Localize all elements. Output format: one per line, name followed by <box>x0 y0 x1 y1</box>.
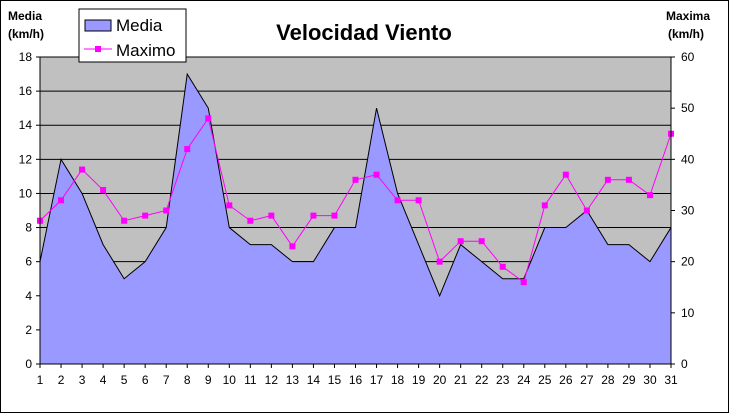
x-tick-label: 15 <box>328 373 342 387</box>
chart-title: Velocidad Viento <box>276 20 452 45</box>
maximo-point <box>457 238 464 245</box>
x-tick-label: 27 <box>580 373 594 387</box>
x-tick-label: 24 <box>517 373 531 387</box>
maximo-point <box>121 217 128 224</box>
maximo-point <box>163 207 170 214</box>
x-tick-label: 13 <box>286 373 300 387</box>
left-tick-label: 6 <box>25 255 32 269</box>
right-axis-title-line2: (km/h) <box>668 27 704 41</box>
x-tick-label: 25 <box>538 373 552 387</box>
legend-label-maximo: Maximo <box>116 41 176 60</box>
x-tick-label: 7 <box>163 373 170 387</box>
maximo-point <box>541 202 548 209</box>
x-tick-label: 21 <box>454 373 468 387</box>
right-tick-label: 40 <box>681 152 695 166</box>
x-tick-label: 4 <box>100 373 107 387</box>
left-axis-title-line1: Media <box>8 9 42 23</box>
maximo-point <box>415 197 422 204</box>
left-axis-title-line2: (km/h) <box>8 27 44 41</box>
left-tick-label: 4 <box>25 289 32 303</box>
x-tick-label: 20 <box>433 373 447 387</box>
left-tick-label: 16 <box>19 84 33 98</box>
maximo-point <box>646 192 653 199</box>
left-tick-label: 18 <box>19 50 33 64</box>
x-tick-label: 8 <box>184 373 191 387</box>
maximo-point <box>352 176 359 183</box>
maximo-point <box>226 202 233 209</box>
x-tick-label: 26 <box>559 373 573 387</box>
legend-swatch-media <box>84 19 112 32</box>
x-tick-label: 3 <box>79 373 86 387</box>
x-tick-label: 10 <box>223 373 237 387</box>
maximo-point <box>79 166 86 173</box>
legend-label-media: Media <box>116 16 163 35</box>
x-tick-label: 11 <box>244 373 257 387</box>
left-tick-label: 0 <box>25 357 32 371</box>
x-tick-label: 23 <box>496 373 510 387</box>
maximo-point <box>520 279 527 286</box>
maximo-point <box>58 197 65 204</box>
x-tick-label: 29 <box>622 373 636 387</box>
right-tick-label: 50 <box>681 101 695 115</box>
x-tick-label: 5 <box>121 373 128 387</box>
x-tick-label: 22 <box>475 373 489 387</box>
media-outline <box>39 72 672 298</box>
right-axis-title-line1: Maxima <box>666 9 710 23</box>
maximo-point <box>478 238 485 245</box>
maximo-point <box>247 217 254 224</box>
x-tick-label: 28 <box>601 373 615 387</box>
x-tick-label: 16 <box>349 373 363 387</box>
right-tick-label: 60 <box>681 50 695 64</box>
maximo-point <box>142 212 149 219</box>
legend-marker-maximo <box>95 46 101 52</box>
x-tick-label: 31 <box>664 373 678 387</box>
x-tick-label: 1 <box>37 373 44 387</box>
maximo-point <box>310 212 317 219</box>
legend: Media Maximo <box>78 8 187 63</box>
right-tick-label: 20 <box>681 255 695 269</box>
maximo-point <box>499 263 506 270</box>
x-tick-label: 30 <box>643 373 657 387</box>
x-tick-label: 18 <box>391 373 405 387</box>
legend-box <box>78 8 187 63</box>
maximo-point <box>625 176 632 183</box>
x-tick-label: 6 <box>142 373 149 387</box>
left-tick-label: 8 <box>25 221 32 235</box>
maximo-point <box>394 197 401 204</box>
maximo-point <box>436 258 443 265</box>
maximo-point <box>604 176 611 183</box>
left-tick-label: 10 <box>19 186 33 200</box>
left-tick-label: 14 <box>19 118 33 132</box>
maximo-point <box>268 212 275 219</box>
maximo-point <box>562 171 569 178</box>
left-tick-label: 2 <box>25 323 32 337</box>
x-tick-label: 2 <box>58 373 65 387</box>
x-tick-label: 9 <box>205 373 212 387</box>
maximo-point <box>583 207 590 214</box>
maximo-point <box>289 243 296 250</box>
maximo-point <box>100 187 107 194</box>
maximo-point <box>184 146 191 153</box>
maximo-point <box>205 115 212 122</box>
x-tick-label: 19 <box>412 373 426 387</box>
maximo-point <box>373 171 380 178</box>
left-tick-label: 12 <box>19 152 33 166</box>
right-tick-label: 10 <box>681 306 695 320</box>
x-tick-label: 12 <box>265 373 279 387</box>
right-tick-label: 0 <box>681 357 688 371</box>
right-tick-label: 30 <box>681 204 695 218</box>
x-tick-label: 14 <box>307 373 321 387</box>
media-area <box>40 74 671 365</box>
maximo-point <box>331 212 338 219</box>
x-tick-label: 17 <box>370 373 384 387</box>
